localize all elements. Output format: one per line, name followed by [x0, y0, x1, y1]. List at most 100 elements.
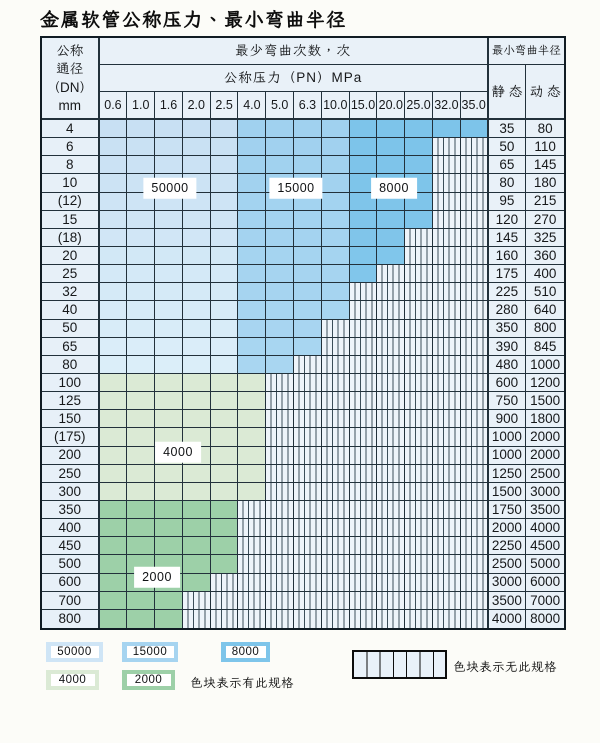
- cell-dn500-pn5.0-unavailable: [266, 555, 295, 574]
- cell-dn25-pn20.0-unavailable: [377, 265, 406, 284]
- cell-dn200-pn4.0-available: [238, 446, 267, 465]
- cell-dn250-pn0.6-available: [99, 464, 128, 483]
- header-dn: 公称 通径 （DN） mm: [42, 38, 100, 120]
- cell-dn100-pn10.0-unavailable: [321, 374, 350, 393]
- cell-dn6-pn6.3-available: [294, 138, 322, 157]
- dynamic-radius-dn65: 845: [526, 337, 564, 356]
- cell-dn125-pn15.0-unavailable: [349, 392, 378, 411]
- cell-dn100-pn20.0-unavailable: [377, 374, 406, 393]
- dynamic-radius-dn6: 110: [526, 138, 564, 157]
- cell-dn600-pn0.6-available: [99, 573, 128, 592]
- cell-dn300-pn2.5-available: [210, 482, 239, 501]
- cell-dn600-pn4.0-unavailable: [238, 573, 267, 592]
- cell-dn4-pn1.6-available: [155, 120, 183, 139]
- cell-dn250-pn20.0-unavailable: [377, 464, 406, 483]
- cell-dn450-pn35.0-unavailable: [460, 537, 489, 556]
- dynamic-radius-dn32: 510: [526, 283, 564, 302]
- static-radius-dn(175): 1000: [488, 428, 527, 447]
- cell-dn50-pn2.0-available: [182, 319, 211, 338]
- cell-dn125-pn1.6-available: [155, 392, 183, 411]
- cell-dn500-pn0.6-available: [99, 555, 128, 574]
- dynamic-radius-dn(175): 2000: [526, 428, 564, 447]
- cell-dn400-pn15.0-unavailable: [349, 519, 378, 538]
- cell-dn65-pn1.0-available: [127, 337, 156, 356]
- cell-dn700-pn35.0-unavailable: [460, 591, 489, 610]
- cell-dn(175)-pn1.0-available: [127, 428, 156, 447]
- cell-dn800-pn6.3-unavailable: [294, 609, 322, 628]
- cell-dn50-pn25.0-unavailable: [405, 319, 433, 338]
- cell-dn20-pn10.0-available: [321, 247, 350, 266]
- cell-dn300-pn4.0-available: [238, 482, 267, 501]
- cell-dn20-pn1.6-available: [155, 247, 183, 266]
- cell-dn80-pn35.0-unavailable: [460, 355, 489, 374]
- cell-dn500-pn10.0-unavailable: [321, 555, 350, 574]
- cell-dn125-pn25.0-unavailable: [405, 392, 433, 411]
- dynamic-radius-dn15: 270: [526, 210, 564, 229]
- cell-dn150-pn5.0-unavailable: [266, 410, 295, 429]
- cell-dn20-pn5.0-available: [266, 247, 295, 266]
- dynamic-radius-dn(18): 325: [526, 228, 564, 247]
- cell-dn65-pn4.0-available: [238, 337, 267, 356]
- header-pressure: 公称压力（PN）MPa: [99, 64, 489, 93]
- header-bend-cycles: 最少弯曲次数，次: [99, 38, 489, 65]
- dn-800: 800: [42, 609, 100, 628]
- cell-dn350-pn0.6-available: [99, 501, 128, 520]
- cell-dn50-pn2.5-available: [210, 319, 239, 338]
- cell-dn300-pn6.3-unavailable: [294, 482, 322, 501]
- cell-dn8-pn2.0-available: [182, 156, 211, 175]
- cell-dn700-pn2.5-unavailable: [210, 591, 239, 610]
- cell-dn250-pn1.6-available: [155, 464, 183, 483]
- cell-dn600-pn20.0-unavailable: [377, 573, 406, 592]
- cell-dn25-pn5.0-available: [266, 265, 295, 284]
- static-radius-dn40: 280: [488, 301, 527, 320]
- cell-dn8-pn6.3-available: [294, 156, 322, 175]
- dn-(175): (175): [42, 428, 100, 447]
- cell-dn800-pn0.6-available: [99, 609, 128, 628]
- cell-dn25-pn6.3-available: [294, 265, 322, 284]
- cell-dn800-pn1.6-available: [155, 609, 183, 628]
- dynamic-radius-dn600: 6000: [526, 573, 564, 592]
- cell-dn15-pn1.6-available: [155, 210, 183, 229]
- cell-dn15-pn25.0-available: [405, 210, 433, 229]
- cell-dn(175)-pn20.0-unavailable: [377, 428, 406, 447]
- cell-dn6-pn2.5-available: [210, 138, 239, 157]
- cell-dn125-pn4.0-available: [238, 392, 267, 411]
- cell-dn6-pn15.0-available: [349, 138, 378, 157]
- header-dn-line3: （DN）: [46, 77, 94, 96]
- cell-dn400-pn1.6-available: [155, 519, 183, 538]
- cell-dn250-pn6.3-unavailable: [294, 464, 322, 483]
- cell-dn8-pn2.5-available: [210, 156, 239, 175]
- cell-dn8-pn1.6-available: [155, 156, 183, 175]
- cell-dn10-pn10.0-available: [321, 174, 350, 193]
- cell-dn4-pn15.0-available: [349, 120, 378, 139]
- cell-dn20-pn25.0-unavailable: [405, 247, 433, 266]
- header-pn-2.0: 2.0: [182, 92, 211, 120]
- cell-dn100-pn2.5-available: [210, 374, 239, 393]
- dynamic-radius-dn350: 3500: [526, 501, 564, 520]
- cell-dn350-pn5.0-unavailable: [266, 501, 295, 520]
- cell-dn25-pn1.6-available: [155, 265, 183, 284]
- cell-dn40-pn4.0-available: [238, 301, 267, 320]
- cell-dn125-pn0.6-available: [99, 392, 128, 411]
- cell-dn4-pn10.0-available: [321, 120, 350, 139]
- cell-dn(175)-pn2.5-available: [210, 428, 239, 447]
- cell-dn4-pn6.3-available: [294, 120, 322, 139]
- static-radius-dn50: 350: [488, 319, 527, 338]
- cell-dn6-pn2.0-available: [182, 138, 211, 157]
- cell-dn50-pn1.6-available: [155, 319, 183, 338]
- cell-dn40-pn10.0-available: [321, 301, 350, 320]
- legend-box-4000: 4000: [46, 670, 99, 690]
- cell-dn(18)-pn1.0-available: [127, 228, 156, 247]
- cell-dn800-pn2.5-unavailable: [210, 609, 239, 628]
- dn-50: 50: [42, 319, 100, 338]
- cell-dn125-pn2.5-available: [210, 392, 239, 411]
- cell-dn4-pn1.0-available: [127, 120, 156, 139]
- cell-dn300-pn2.0-available: [182, 482, 211, 501]
- region-label-15000: 15000: [269, 177, 323, 199]
- cell-dn400-pn0.6-available: [99, 519, 128, 538]
- cell-dn150-pn2.5-available: [210, 410, 239, 429]
- cell-dn50-pn15.0-unavailable: [349, 319, 378, 338]
- cell-dn(12)-pn0.6-available: [99, 192, 128, 211]
- cell-dn8-pn32.0-unavailable: [433, 156, 461, 175]
